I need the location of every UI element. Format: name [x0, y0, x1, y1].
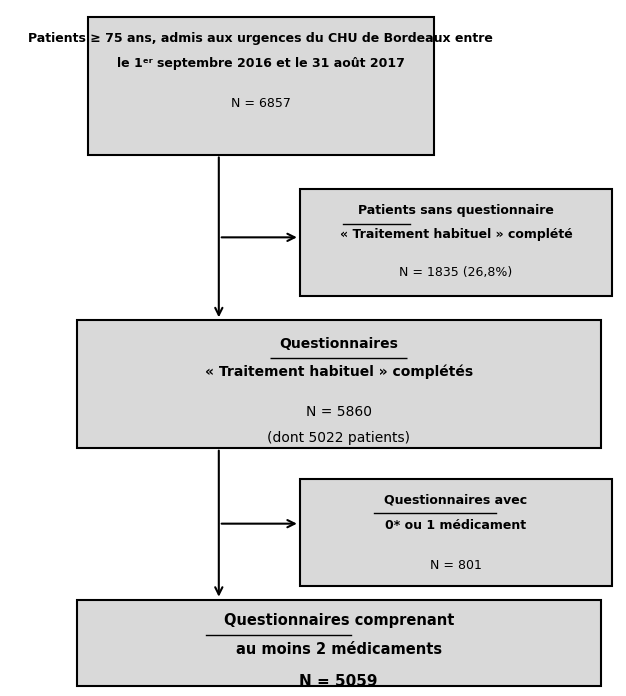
Text: au moins 2 médicaments: au moins 2 médicaments: [235, 642, 442, 657]
Text: Questionnaires avec: Questionnaires avec: [384, 494, 528, 507]
FancyBboxPatch shape: [76, 599, 601, 686]
Text: (dont 5022 patients): (dont 5022 patients): [267, 432, 410, 445]
FancyBboxPatch shape: [88, 17, 434, 155]
FancyBboxPatch shape: [300, 189, 612, 296]
FancyBboxPatch shape: [76, 320, 601, 448]
Text: « Traitement habituel » complétés: « Traitement habituel » complétés: [205, 365, 473, 379]
Text: N = 6857: N = 6857: [231, 97, 290, 109]
Text: Patients sans questionnaire: Patients sans questionnaire: [358, 204, 554, 217]
Text: 0* ou 1 médicament: 0* ou 1 médicament: [386, 519, 526, 532]
Text: le 1ᵉʳ septembre 2016 et le 31 août 2017: le 1ᵉʳ septembre 2016 et le 31 août 2017: [116, 56, 404, 70]
Text: N = 1835 (26,8%): N = 1835 (26,8%): [399, 267, 513, 279]
Text: N = 5059: N = 5059: [299, 674, 378, 689]
Text: « Traitement habituel » complété: « Traitement habituel » complété: [339, 228, 572, 241]
FancyBboxPatch shape: [300, 479, 612, 586]
Text: N = 801: N = 801: [430, 559, 482, 572]
Text: N = 5860: N = 5860: [305, 405, 372, 419]
Text: Patients ≥ 75 ans, admis aux urgences du CHU de Bordeaux entre: Patients ≥ 75 ans, admis aux urgences du…: [28, 32, 493, 45]
Text: Questionnaires: Questionnaires: [279, 338, 398, 351]
Text: Questionnaires comprenant: Questionnaires comprenant: [223, 613, 454, 628]
